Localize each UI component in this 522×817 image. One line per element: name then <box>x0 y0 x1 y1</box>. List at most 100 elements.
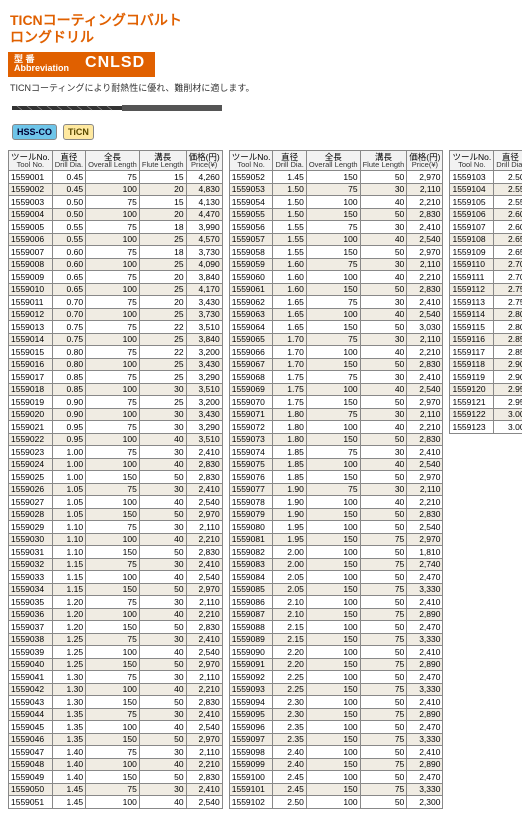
cell-tool: 1559033 <box>9 571 53 584</box>
cell-price: 3,030 <box>407 321 443 334</box>
cell-oal: 150 <box>86 658 140 671</box>
table-row: 15590872.10150752,890 <box>229 608 443 621</box>
cell-flute: 40 <box>139 608 186 621</box>
table-row: 15590050.5575183,990 <box>9 221 223 234</box>
cell-tool: 1559018 <box>9 383 53 396</box>
cell-flute: 30 <box>360 258 407 271</box>
cell-dia: 1.00 <box>52 471 85 484</box>
cell-flute: 75 <box>360 558 407 571</box>
table-row: 15590341.15150502,970 <box>9 583 223 596</box>
cell-oal: 150 <box>86 583 140 596</box>
table-row: 15590521.45150502,970 <box>229 171 443 184</box>
cell-dia: 1.80 <box>273 433 306 446</box>
cell-oal: 100 <box>306 796 360 809</box>
cell-flute: 50 <box>360 396 407 409</box>
cell-dia: 1.45 <box>273 171 306 184</box>
cell-tool: 1559022 <box>9 433 53 446</box>
table-row: 15590902.20100502,410 <box>229 646 443 659</box>
cell-oal: 75 <box>86 446 140 459</box>
table-row: 15590441.3575302,410 <box>9 708 223 721</box>
cell-flute: 40 <box>139 458 186 471</box>
cell-dia: 1.05 <box>52 508 85 521</box>
cell-price: 2,210 <box>407 421 443 434</box>
cell-dia: 1.20 <box>52 596 85 609</box>
cell-dia: 0.95 <box>52 421 85 434</box>
cell-price: 2,830 <box>186 471 222 484</box>
cell-tool: 1559013 <box>9 321 53 334</box>
table-row: 15590170.8575253,290 <box>9 371 223 384</box>
cell-oal: 100 <box>86 308 140 321</box>
cell-flute: 30 <box>360 483 407 496</box>
table-row: 15590271.05100402,540 <box>9 496 223 509</box>
cell-dia: 2.50 <box>494 171 522 184</box>
cell-tool: 1559024 <box>9 458 53 471</box>
table-row: 15590110.7075203,430 <box>9 296 223 309</box>
cell-tool: 1559010 <box>9 283 53 296</box>
cell-dia: 1.35 <box>52 708 85 721</box>
cell-tool: 1559090 <box>229 646 273 659</box>
cell-price: 3,730 <box>186 308 222 321</box>
cell-tool: 1559035 <box>9 596 53 609</box>
cell-dia: 0.80 <box>52 358 85 371</box>
cell-tool: 1559068 <box>229 371 273 384</box>
table-row: 15591152.80150753,030 <box>450 321 522 334</box>
cell-tool: 1559091 <box>229 658 273 671</box>
cell-tool: 1559055 <box>229 208 273 221</box>
cell-dia: 2.10 <box>273 608 306 621</box>
table-row: 15590231.0075302,410 <box>9 446 223 459</box>
table-row: 15590431.30150502,830 <box>9 696 223 709</box>
cell-tool: 1559095 <box>229 708 273 721</box>
cell-flute: 50 <box>360 646 407 659</box>
cell-dia: 1.05 <box>52 496 85 509</box>
cell-price: 2,830 <box>186 458 222 471</box>
cell-oal: 150 <box>306 783 360 796</box>
cell-oal: 75 <box>86 396 140 409</box>
cell-price: 2,540 <box>186 721 222 734</box>
cell-tool: 1559120 <box>450 383 494 396</box>
cell-oal: 150 <box>306 658 360 671</box>
cell-price: 4,130 <box>186 196 222 209</box>
cell-price: 2,540 <box>186 496 222 509</box>
cell-dia: 1.60 <box>273 271 306 284</box>
cell-flute: 50 <box>139 508 186 521</box>
cell-dia: 0.90 <box>52 408 85 421</box>
cell-price: 2,110 <box>186 596 222 609</box>
cell-price: 2,110 <box>407 408 443 421</box>
cell-oal: 100 <box>306 721 360 734</box>
cell-price: 2,540 <box>407 458 443 471</box>
cell-tool: 1559106 <box>450 208 494 221</box>
cell-tool: 1559049 <box>9 771 53 784</box>
table-row: 15590501.4575302,410 <box>9 783 223 796</box>
cell-tool: 1559118 <box>450 358 494 371</box>
cell-dia: 2.00 <box>273 546 306 559</box>
cell-tool: 1559005 <box>9 221 53 234</box>
table-row: 15590561.5575302,410 <box>229 221 443 234</box>
cell-flute: 40 <box>139 796 186 809</box>
table-row: 15590641.65150503,030 <box>229 321 443 334</box>
cell-oal: 100 <box>86 571 140 584</box>
cell-dia: 1.00 <box>52 458 85 471</box>
cell-tool: 1559067 <box>229 358 273 371</box>
cell-oal: 150 <box>306 208 360 221</box>
cell-tool: 1559117 <box>450 346 494 359</box>
cell-price: 2,410 <box>407 696 443 709</box>
cell-flute: 50 <box>360 546 407 559</box>
cell-flute: 30 <box>139 446 186 459</box>
cell-tool: 1559021 <box>9 421 53 434</box>
cell-price: 3,430 <box>186 358 222 371</box>
table-row: 15590491.40150502,830 <box>9 771 223 784</box>
cell-dia: 2.10 <box>273 596 306 609</box>
cell-flute: 20 <box>139 208 186 221</box>
cell-tool: 1559097 <box>229 733 273 746</box>
cell-tool: 1559034 <box>9 583 53 596</box>
table-row: 15590882.15100502,470 <box>229 621 443 634</box>
cell-price: 2,740 <box>407 558 443 571</box>
cell-tool: 1559079 <box>229 508 273 521</box>
cell-price: 2,970 <box>407 396 443 409</box>
cell-flute: 22 <box>139 321 186 334</box>
cell-dia: 1.05 <box>52 483 85 496</box>
cell-flute: 50 <box>139 733 186 746</box>
cell-oal: 75 <box>306 258 360 271</box>
cell-flute: 30 <box>360 446 407 459</box>
table-row: 15590721.80100402,210 <box>229 421 443 434</box>
